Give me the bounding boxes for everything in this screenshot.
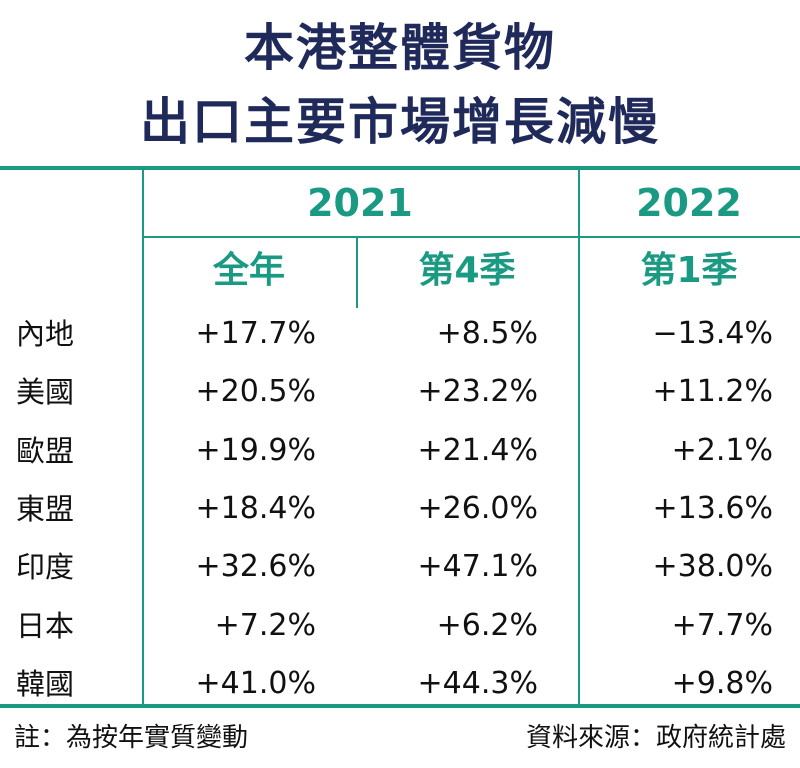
row-value-cell: +19.9%: [195, 433, 316, 468]
period-header-full-year: 全年: [212, 250, 285, 291]
table-top-rule: [0, 166, 800, 170]
year-header-rule: [142, 236, 800, 238]
row-value-cell: +2.1%: [671, 433, 773, 468]
row-value-cell: +21.4%: [417, 433, 538, 468]
title-line-2: 出口主要市場增長減慢: [140, 92, 660, 151]
row-value-cell: +7.2%: [214, 608, 316, 643]
row-value-cell: +13.6%: [652, 491, 773, 526]
title-line-1: 本港整體貨物: [244, 18, 556, 77]
period-header-q4: 第4季: [418, 250, 516, 291]
row-value-cell: +9.8%: [671, 666, 773, 701]
row-value-cell: +47.1%: [417, 549, 538, 584]
column-divider-2: [356, 238, 358, 308]
year-header-2021: 2021: [307, 181, 413, 225]
row-value-cell: +38.0%: [652, 549, 773, 584]
row-value-cell: +8.5%: [436, 316, 538, 351]
column-divider-1: [142, 170, 144, 704]
row-value-cell: −13.4%: [652, 316, 773, 351]
row-value-cell: +17.7%: [195, 316, 316, 351]
row-value-cell: +7.7%: [671, 608, 773, 643]
row-value-cell: +23.2%: [417, 374, 538, 409]
row-region-label: 歐盟: [16, 434, 75, 468]
row-value-cell: +6.2%: [436, 608, 538, 643]
row-value-cell: +18.4%: [195, 491, 316, 526]
row-value-cell: +32.6%: [195, 549, 316, 584]
row-value-cell: +44.3%: [417, 666, 538, 701]
row-value-cell: +20.5%: [195, 374, 316, 409]
row-region-label: 印度: [16, 550, 75, 584]
row-region-label: 日本: [16, 609, 75, 643]
row-value-cell: +26.0%: [417, 491, 538, 526]
footnote: 註：為按年實質變動: [14, 723, 249, 753]
column-divider-3: [578, 170, 580, 704]
table-bottom-rule: [0, 704, 800, 708]
year-header-2022: 2022: [636, 181, 742, 225]
row-value-cell: +41.0%: [195, 666, 316, 701]
row-region-label: 東盟: [16, 492, 75, 526]
row-region-label: 內地: [16, 317, 75, 351]
period-header-q1: 第1季: [640, 250, 738, 291]
source-note: 資料來源：政府統計處: [525, 723, 786, 753]
row-value-cell: +11.2%: [652, 374, 773, 409]
row-region-label: 韓國: [16, 667, 75, 701]
row-region-label: 美國: [16, 375, 75, 409]
